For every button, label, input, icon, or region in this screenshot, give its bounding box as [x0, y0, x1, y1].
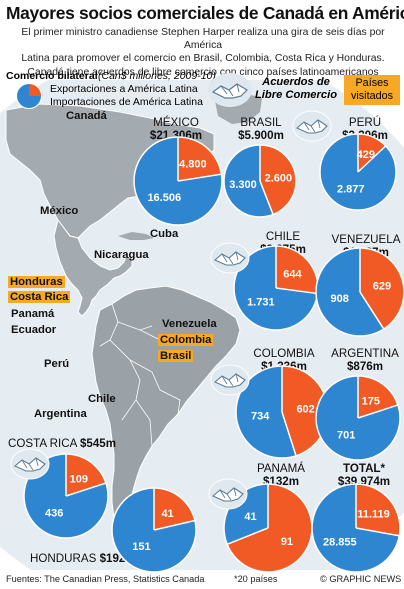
- pie-country: COSTA RICA: [8, 437, 77, 450]
- pie-header-chile: CHILE $2.375m: [248, 230, 318, 256]
- country-borders: [99, 303, 181, 447]
- source-note: Fuentes: The Canadian Press, Statistics …: [6, 574, 205, 584]
- south-america-land: [91, 285, 241, 535]
- subtitle-line: El primer ministro canadiense Stephen Ha…: [21, 27, 385, 52]
- pie-country: COLOMBIA: [253, 347, 315, 360]
- label-argentina: Argentina: [34, 408, 87, 420]
- pie-total: $1.336m: [261, 360, 307, 373]
- pie-header-panama: PANAMÁ $132m: [246, 462, 316, 488]
- label-chile: Chile: [88, 393, 116, 405]
- pie-header-brasil: BRASIL $5.900m: [226, 116, 296, 142]
- pie-country: ARGENTINA: [331, 347, 399, 360]
- legend-exports: Exportaciones a América Latina: [50, 83, 198, 95]
- pie-country: TOTAL*: [342, 462, 386, 475]
- pie-header-total: TOTAL* $39.974m: [324, 462, 404, 488]
- visited-label-line: Países: [355, 77, 389, 89]
- visited-label-line: visitados: [350, 90, 393, 102]
- pie-header-venezuela: VENEZUELA $1.537m: [328, 233, 404, 259]
- pie-header-honduras: HONDURAS $192m: [30, 552, 160, 565]
- pie-country: HONDURAS: [30, 552, 97, 565]
- footnote: *20 países: [234, 574, 278, 584]
- handshake-icon: [208, 73, 252, 107]
- legend-unit: (Can$ millones, 2009-10): [98, 70, 216, 82]
- label-ecuador: Ecuador: [11, 324, 57, 336]
- pie-total: $1.537m: [343, 246, 389, 259]
- label-brasil: Brasil: [158, 350, 194, 362]
- legend-imports: Importaciones de América Latina: [50, 96, 203, 108]
- pie-header-argentina: ARGENTINA $876m: [326, 347, 404, 373]
- pie-total: $545m: [79, 437, 117, 450]
- label-mexico: México: [40, 205, 79, 217]
- pie-header-peru: PERÚ $3.306m: [330, 116, 400, 142]
- page-title: Mayores socios comerciales de Canadá en …: [6, 3, 404, 23]
- pie-country: CHILE: [265, 230, 301, 243]
- label-costa-rica: Costa Rica: [8, 291, 71, 303]
- label-canada: Canadá: [66, 110, 107, 122]
- credit: © GRAPHIC NEWS: [320, 574, 402, 584]
- pie-total: $2.375m: [260, 243, 306, 256]
- fta-label: Acuerdos de Libre Comercio: [254, 76, 338, 102]
- fta-label-line: Libre Comercio: [254, 89, 338, 101]
- pie-total: $21.306m: [149, 129, 203, 142]
- pie-total: $876m: [346, 360, 384, 373]
- pie-header-mexico: MÉXICO $21.306m: [136, 116, 216, 142]
- legend-pie-icon: [16, 83, 42, 109]
- subtitle-line: Latina para promover el comercio en Bras…: [21, 53, 385, 65]
- label-peru: Perú: [44, 358, 70, 370]
- pie-country: PERÚ: [348, 116, 382, 129]
- pie-header-costa-rica: COSTA RICA $545m: [8, 437, 118, 450]
- mexico-land: [53, 218, 133, 317]
- pie-country: MÉXICO: [153, 116, 199, 129]
- pie-country: VENEZUELA: [331, 233, 401, 246]
- pie-total: $3.306m: [342, 129, 388, 142]
- pie-total: $192m: [99, 552, 136, 565]
- visited-label: Países visitados: [344, 75, 400, 105]
- pie-total: $5.900m: [238, 129, 284, 142]
- subtitle-line: Canadá tiene acuerdos de libre comercio …: [27, 66, 379, 78]
- pie-total: $39.974m: [337, 475, 391, 488]
- pie-total: $132m: [262, 475, 300, 488]
- pie-header-colombia: COLOMBIA $1.336m: [246, 347, 322, 373]
- cuba-land: [118, 232, 154, 240]
- legend-title: Comercio bilateral: [6, 70, 98, 82]
- label-honduras: Honduras: [8, 276, 65, 288]
- pie-country: BRASIL: [240, 116, 282, 129]
- pie-country: PANAMÁ: [256, 462, 306, 475]
- label-nicaragua: Nicaragua: [94, 249, 149, 261]
- subtitle: El primer ministro canadiense Stephen Ha…: [6, 26, 400, 79]
- label-panama: Panamá: [11, 308, 55, 320]
- label-colombia: Colombia: [158, 334, 214, 346]
- fta-label-line: Acuerdos de: [262, 76, 330, 88]
- label-venezuela: Venezuela: [162, 318, 217, 330]
- label-cuba: Cuba: [150, 228, 179, 240]
